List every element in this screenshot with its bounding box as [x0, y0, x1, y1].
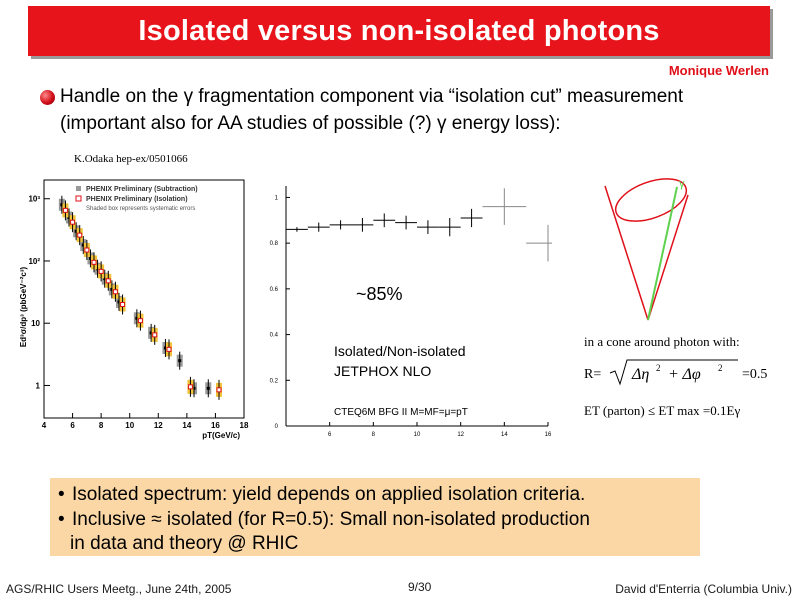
- isolation-point: [216, 387, 222, 393]
- author-name: Monique Werlen: [668, 63, 769, 78]
- isolation-point: [98, 268, 104, 274]
- bullet-text-line1: Handle on the γ fragmentation component …: [60, 86, 684, 107]
- chart1-ytick-label: 10: [31, 319, 40, 328]
- isolation-point: [62, 207, 68, 213]
- chart1-ytick-label: 10³: [28, 195, 40, 204]
- chart2-xtick-label: 8: [372, 432, 376, 438]
- chart2-ytick-label: 0.8: [270, 241, 279, 247]
- r-prefix: R=: [584, 367, 602, 382]
- subtraction-point: [103, 277, 107, 281]
- chart1-xtick-label: 12: [154, 421, 163, 430]
- note-bullet-1: •: [58, 484, 65, 505]
- subtraction-point: [117, 300, 121, 304]
- subtraction-point: [178, 359, 182, 363]
- note-item-2: Inclusive ≈ isolated (for R=0.5): Small …: [72, 509, 590, 530]
- chart2-xtick-label: 6: [328, 432, 332, 438]
- subtraction-point: [206, 386, 210, 390]
- chart2-xtick-label: 12: [457, 432, 464, 438]
- chart1-xtick-label: 14: [182, 421, 191, 430]
- legend-marker-isolation: [75, 195, 82, 202]
- legend-subtraction: PHENIX Preliminary (Subtraction): [86, 186, 198, 193]
- summary-notes: • Isolated spectrum: yield depends on ap…: [50, 478, 700, 556]
- formula-delta-phi: + Δφ: [668, 366, 701, 383]
- ratio-label-1: Isolated/Non-isolated: [334, 343, 466, 359]
- reference-citation: K.Odaka hep-ex/0501066: [74, 153, 188, 165]
- page-number: 9/30: [408, 580, 432, 594]
- chart2-xtick-label: 10: [414, 432, 421, 438]
- isolation-point: [91, 259, 97, 265]
- note-item-3: in data and theory @ RHIC: [70, 533, 299, 554]
- legend-marker-subtraction: [76, 186, 81, 191]
- isolation-point: [112, 289, 118, 295]
- ratio-label-3: CTEQ6M BFG II M=MF=μ=pT: [334, 407, 468, 418]
- isolation-point: [77, 232, 83, 238]
- subtraction-point: [135, 316, 139, 320]
- note-bullet-2: •: [58, 509, 65, 530]
- isolation-point: [187, 384, 193, 390]
- chart1-xtick-label: 18: [240, 421, 249, 430]
- ratio-chart: 00.20.40.60.816 8 10 12 14 16 ~85% Isolated/N…: [270, 186, 552, 438]
- footer-meeting: AGS/RHIC Users Meetg., June 24th, 2005: [6, 582, 232, 596]
- chart1-xtick-label: 6: [70, 421, 75, 430]
- chart2-xtick-label: 14: [501, 432, 508, 438]
- r-formula: Δη 2 + Δφ 2: [609, 359, 738, 386]
- chart1-xtick-label: 10: [125, 421, 134, 430]
- isolation-point: [166, 346, 172, 352]
- bullet-text-line2: (important also for AA studies of possib…: [60, 113, 561, 134]
- sqrt-symbol: [609, 359, 738, 386]
- subtraction-point: [163, 346, 167, 350]
- isolation-cone-diagram: γ: [604, 178, 689, 321]
- chart1-ytick-label: 1: [36, 381, 41, 390]
- phenix-spectrum-chart: 4 6 8 10 12 14 16 18 1 10 10² 10³ Ed³σ/dp³ (pbGeV⁻²…: [19, 179, 249, 440]
- chart1-ytick-label: 10²: [28, 257, 40, 266]
- isolation-point: [70, 219, 76, 225]
- subtraction-point: [88, 256, 92, 260]
- cone-description: in a cone around photon with:: [584, 334, 740, 349]
- chart2-xtick-label: 16: [545, 432, 552, 438]
- bullet-icon: [40, 90, 55, 105]
- chart1-ylabel: Ed³σ/dp³ (pbGeV⁻²c³): [19, 266, 28, 347]
- subtraction-point: [81, 243, 85, 247]
- title-banner: Isolated versus non-isolated photons: [28, 6, 770, 56]
- formula-sup-1: 2: [656, 363, 661, 373]
- ratio-label-2: JETPHOX NLO: [334, 363, 431, 379]
- r-value: =0.5: [742, 367, 768, 382]
- formula-delta-eta: Δη: [631, 366, 649, 383]
- formula-sup-2: 2: [718, 363, 723, 373]
- isolation-point: [137, 318, 143, 324]
- chart1-xtick-label: 16: [211, 421, 220, 430]
- photon-direction-arrow: [647, 186, 678, 321]
- subtraction-point: [110, 287, 114, 291]
- chart2-ytick-label: 0: [275, 424, 279, 430]
- subtraction-point: [60, 203, 64, 207]
- chart2-ytick-label: 1: [275, 195, 279, 201]
- ratio-annotation: ~85%: [356, 284, 403, 304]
- chart2-ytick-label: 0.6: [270, 287, 279, 293]
- subtraction-point: [192, 386, 196, 390]
- et-condition: ET (parton) ≤ ET max =0.1Eγ: [584, 403, 741, 418]
- cone-rim: [614, 178, 688, 222]
- chart1-frame: [43, 179, 245, 419]
- footer-author: David d'Enterria (Columbia Univ.): [615, 582, 792, 596]
- isolation-point: [105, 278, 111, 284]
- isolation-point: [120, 301, 126, 307]
- subtraction-point: [67, 215, 71, 219]
- isolation-point: [84, 247, 90, 253]
- subtraction-point: [74, 229, 78, 233]
- subtraction-point: [149, 331, 153, 335]
- chart2-ytick-label: 0.4: [270, 333, 279, 339]
- chart1-xlabel: pT(GeV/c): [202, 431, 240, 440]
- chart2-ytick-label: 0.2: [270, 378, 279, 384]
- legend-shaded-note: Shaded box represents systematic errors: [86, 206, 195, 212]
- legend-isolation: PHENIX Preliminary (Isolation): [86, 196, 188, 203]
- note-item-1: Isolated spectrum: yield depends on appl…: [72, 484, 586, 505]
- cone-side-left: [604, 185, 649, 321]
- cone-side-right: [647, 194, 689, 321]
- slide-title: Isolated versus non-isolated photons: [138, 14, 660, 47]
- chart1-xtick-label: 8: [99, 421, 104, 430]
- subtraction-point: [96, 267, 100, 271]
- isolation-point: [152, 332, 158, 338]
- gamma-label: γ: [679, 178, 685, 190]
- chart1-xtick-label: 4: [42, 421, 47, 430]
